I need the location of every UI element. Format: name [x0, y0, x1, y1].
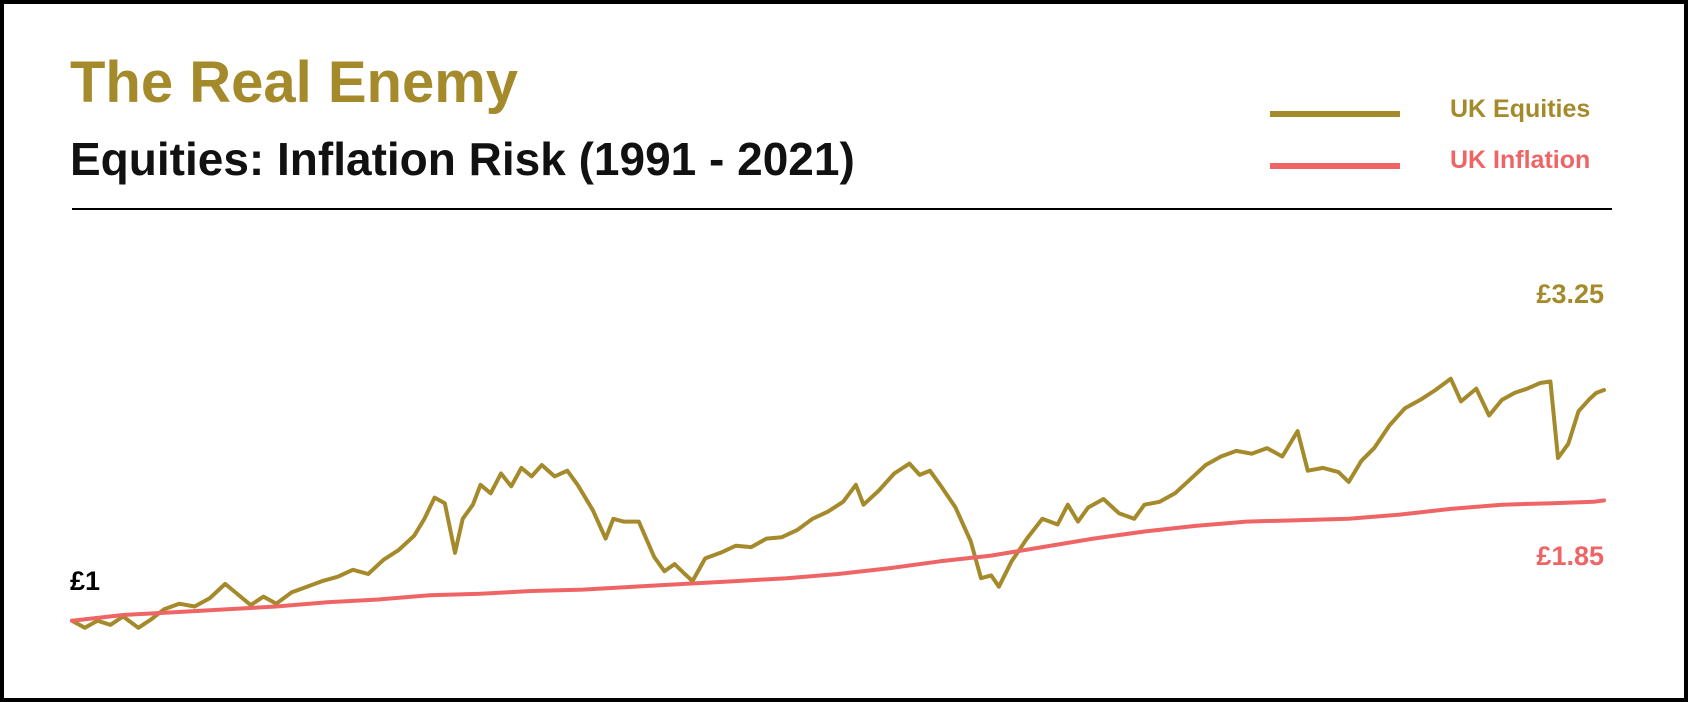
start-value-label: £1 — [70, 566, 100, 596]
legend-label-equities: UK Equities — [1450, 95, 1591, 123]
chart-subtitle: Equities: Inflation Risk (1991 - 2021) — [70, 133, 855, 185]
series-line-inflation — [70, 498, 1606, 623]
legend-swatch-equities — [1270, 111, 1400, 117]
inflation-end-label: £1.85 — [1536, 541, 1604, 571]
chart-title: The Real Enemy — [70, 50, 519, 115]
equities-end-label: £3.25 — [1536, 279, 1604, 309]
legend-label-inflation: UK Inflation — [1450, 146, 1591, 174]
series-line-equities — [70, 376, 1606, 630]
plot-area: £1 £3.25 £1.85 — [70, 279, 1606, 630]
title-divider — [72, 208, 1612, 210]
legend-swatch-inflation — [1270, 163, 1400, 169]
